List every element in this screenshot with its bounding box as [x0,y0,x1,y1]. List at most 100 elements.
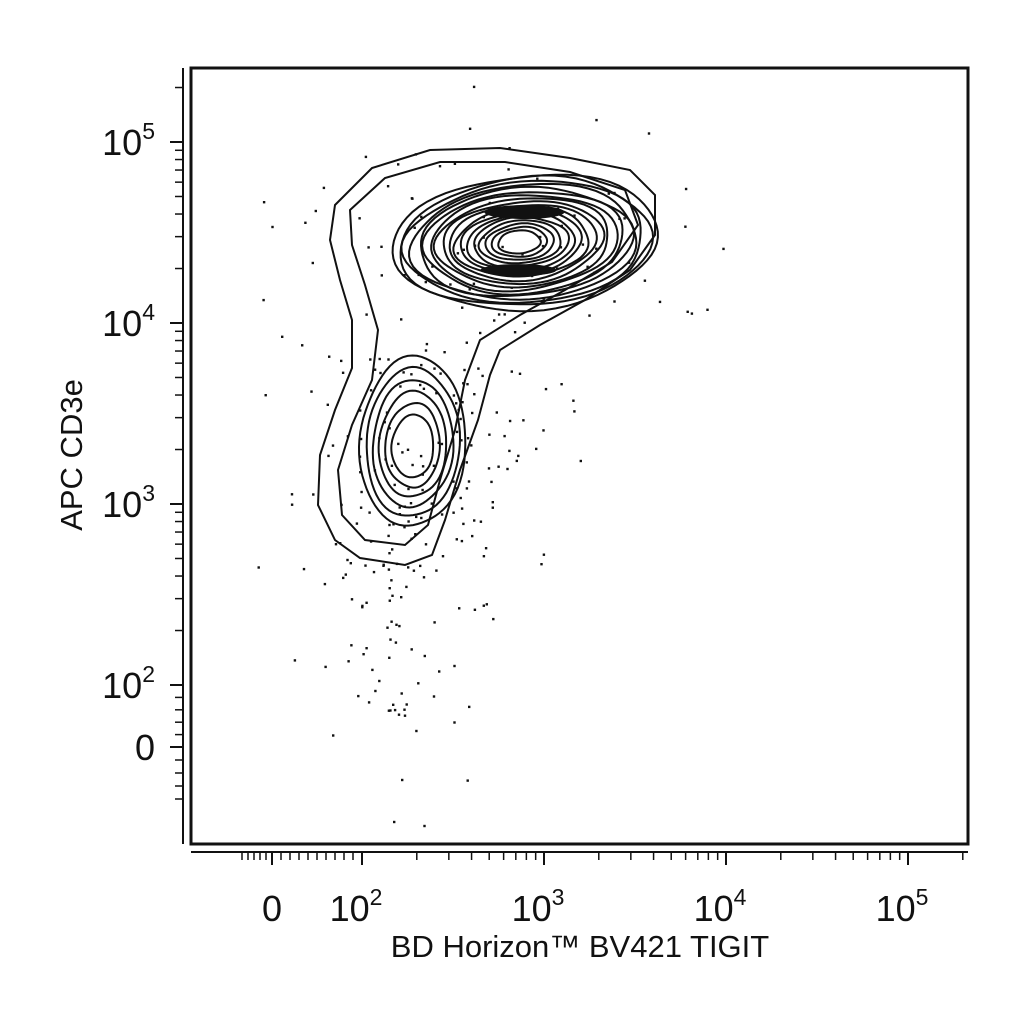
event-dot [388,656,391,659]
x-axis-title: BD Horizon™ BV421 TIGIT [391,929,770,964]
event-dot [521,253,524,256]
event-dot [328,355,331,358]
event-dot [460,507,464,510]
contour-line-high [419,185,636,297]
event-dot [326,403,329,406]
event-dot [453,162,457,165]
event-dot [579,459,582,463]
event-dot [355,522,359,525]
event-dot [452,480,455,483]
event-dot [462,248,465,251]
event-dot [439,372,442,375]
contour-envelope [336,161,640,547]
event-dot [452,511,455,514]
event-dot [405,703,408,706]
event-dot [387,534,390,538]
event-dot [541,244,545,248]
event-dot [684,225,687,228]
x-tick-base: 0 [262,888,282,929]
event-dot [403,714,407,717]
x-tick-base: 10 [876,888,916,929]
event-dot [262,298,265,302]
contour-line-high [432,197,609,289]
event-dot [515,459,518,463]
event-dot [472,282,476,285]
event-dot [394,641,398,644]
event-dot [490,480,493,484]
event-dot [400,318,403,321]
event-dot [482,604,485,607]
event-dot [388,599,391,602]
event-dot [422,387,426,390]
event-dot [471,534,474,538]
event-dot [455,402,458,405]
event-dot [540,563,543,566]
event-dot [459,496,462,500]
event-dot [465,461,468,464]
event-dot [409,502,413,505]
event-dot [419,564,422,568]
event-dot [542,429,545,432]
x-axis: 0 102 103 104 105 [191,851,968,929]
event-dot [462,382,465,385]
x-tick-label: 103 [512,884,565,929]
event-dot [414,533,417,536]
event-dot [392,523,395,526]
contour-line-low [357,354,467,527]
event-dot [686,310,689,313]
event-dot [508,449,511,453]
event-dot [470,444,473,447]
event-dot [419,454,423,458]
event-dot [522,419,525,422]
y-tick-label: 0 [135,727,155,768]
event-dot [508,147,511,150]
event-dot [412,569,416,572]
density-contours [316,146,659,567]
event-dot [392,703,395,706]
y-axis-title: APC CD3e [54,379,89,531]
contour-line-low [365,365,462,517]
event-dot [517,454,520,458]
contour-line-high [448,204,598,283]
event-dot [472,85,476,89]
event-dot [510,370,513,373]
event-dot [586,265,589,268]
event-dot [344,573,347,576]
event-dot [497,465,500,468]
y-tick-exponent: 5 [142,118,155,144]
event-dot [440,513,444,516]
x-tick-base: 10 [512,888,552,929]
x-tick-label: 102 [330,884,383,929]
event-dot [359,437,363,441]
y-tick-base: 10 [102,122,142,163]
event-dot [481,374,484,378]
event-dot [487,467,491,470]
event-dot [397,713,401,716]
event-dot [407,566,410,569]
contour-line-high [490,225,549,258]
event-dot [340,359,343,363]
event-dot [281,335,284,338]
event-dot [390,464,394,467]
event-dot [415,729,418,733]
event-dot [613,300,616,303]
event-dot [588,314,591,317]
x-tick-base: 10 [330,888,370,929]
event-dot [424,280,427,284]
event-dot [401,451,404,454]
event-dot [388,552,391,555]
event-dot [390,579,393,582]
event-dot [453,664,456,668]
event-dot [264,394,267,397]
event-dot [449,283,452,286]
event-dot [438,670,441,673]
event-dot [358,217,361,220]
event-dot [431,265,434,268]
event-dot [477,367,480,370]
contour-line-low [377,389,448,498]
event-dot [647,132,651,135]
event-dot [491,501,494,504]
event-dot [572,399,575,402]
event-dot [415,515,418,519]
event-dot [322,186,326,190]
